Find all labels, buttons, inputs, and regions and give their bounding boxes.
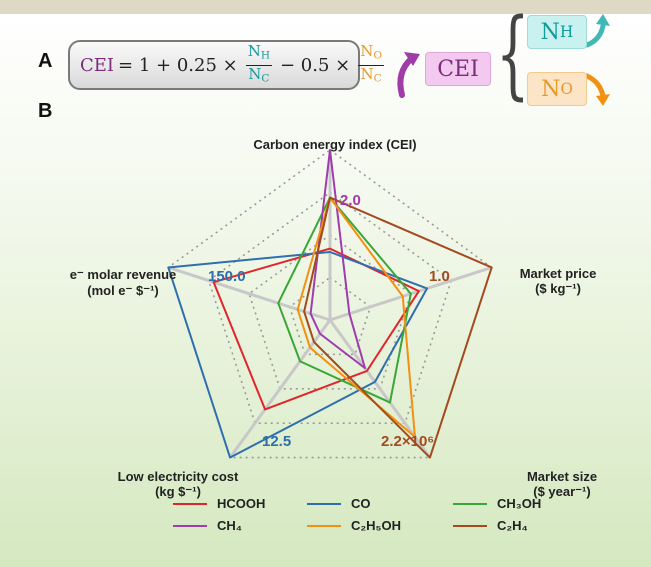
curly-brace: {	[496, 0, 530, 110]
legend-item-ch4: CH₄	[173, 518, 242, 533]
series-3	[309, 149, 366, 370]
top-strip	[0, 0, 651, 14]
formula-constant: = 1 + 0.25 ×	[118, 54, 238, 76]
panel-a-label: A	[38, 50, 53, 72]
formula-minus: − 0.5 ×	[280, 54, 351, 76]
axis-label-molar-revenue: e⁻ molar revenue (mol e⁻ $⁻¹)	[38, 267, 208, 299]
figure-background	[0, 14, 651, 567]
nh-arrowhead-icon	[596, 14, 610, 26]
max-label-cei: 2.0	[340, 192, 361, 209]
series-4	[296, 196, 416, 438]
radar-grid	[167, 149, 493, 459]
legend-swatch	[173, 502, 207, 505]
series-2	[277, 196, 412, 404]
legend-item-ch3oh: CH₃OH	[453, 496, 541, 511]
legend-swatch	[307, 502, 341, 505]
legend-item-co: CO	[307, 496, 371, 511]
series-1	[167, 251, 429, 459]
formula-fraction-o: NO NC	[358, 41, 384, 85]
grid-ring-3	[207, 191, 453, 424]
legend-swatch	[173, 524, 207, 527]
cei-arrowhead-icon	[404, 52, 420, 66]
max-label-molar-revenue: 150.0	[208, 268, 246, 285]
legend-item-hcooh: HCOOH	[173, 496, 265, 511]
legend-item-c2h4: C₂H₄	[453, 518, 528, 533]
legend-swatch	[453, 502, 487, 505]
cei-schematic-box: CEI	[425, 52, 491, 86]
cei-formula: CEI = 1 + 0.25 × NH NC − 0.5 × NO NC	[68, 40, 384, 90]
axis-unit-molar-revenue: (mol e⁻ $⁻¹)	[87, 283, 159, 298]
legend-swatch	[453, 524, 487, 527]
legend-swatch	[307, 524, 341, 527]
max-label-market-size: 2.2×10⁶	[381, 433, 435, 450]
axis-label-market-size: Market size ($ year⁻¹)	[512, 469, 612, 500]
no-down-arrow-icon	[584, 73, 606, 99]
max-label-market-price: 1.0	[429, 268, 450, 285]
series-5	[303, 196, 493, 459]
axis-unit-electricity-cost: (kg $⁻¹)	[155, 484, 201, 499]
grid-ring-4	[167, 149, 493, 459]
radar-series	[167, 149, 493, 459]
legend-item-c2h5oh: C₂H₅OH	[307, 518, 401, 533]
axis-label-electricity-cost: Low electricity cost (kg $⁻¹)	[78, 469, 278, 500]
axis-unit-market-price: ($ kg⁻¹)	[535, 281, 581, 296]
series-0	[212, 247, 420, 411]
no-arrowhead-icon	[596, 94, 610, 106]
nh-up-arrow-icon	[584, 23, 606, 48]
spoke-4	[167, 266, 331, 322]
formula-fraction-h: NH NC	[245, 41, 272, 85]
spoke-3	[228, 319, 332, 459]
axis-unit-market-size: ($ year⁻¹)	[533, 484, 591, 499]
panel-b-label: B	[38, 100, 53, 122]
formula-lhs: CEI	[80, 54, 115, 76]
max-label-electricity-cost: 12.5	[262, 433, 292, 450]
axis-label-cei: Carbon energy index (CEI)	[253, 137, 417, 152]
axis-label-market-price: Market price ($ kg⁻¹)	[508, 266, 608, 297]
